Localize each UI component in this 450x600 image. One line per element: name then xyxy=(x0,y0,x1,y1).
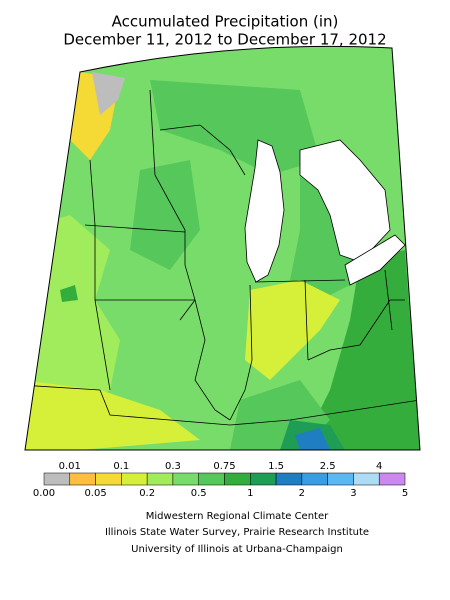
legend-label: 5 xyxy=(402,488,408,499)
credit: Illinois State Water Survey, Prairie Res… xyxy=(105,527,369,538)
legend-swatch xyxy=(95,472,122,486)
legend-label: 0.3 xyxy=(165,461,181,472)
legend-swatch xyxy=(327,472,354,486)
legend-swatch xyxy=(353,472,380,486)
legend-swatch xyxy=(250,472,277,486)
legend-label: 0.5 xyxy=(191,488,207,499)
credit: Midwestern Regional Climate Center xyxy=(146,511,329,522)
legend-label: 2 xyxy=(299,488,305,499)
legend-swatch xyxy=(69,472,96,486)
title-line: December 11, 2012 to December 17, 2012 xyxy=(63,31,386,49)
legend-label: 1 xyxy=(247,488,253,499)
legend-label: 2.5 xyxy=(320,461,336,472)
legend-swatch xyxy=(378,472,406,486)
legend-swatch xyxy=(198,472,225,486)
legend: 0.00 0.01 0.05 0.1 0.2 0.3 0.5 0.75 1 1.5 2 2.5 3 4 5 xyxy=(33,461,408,499)
legend-swatch xyxy=(172,472,199,486)
legend-label: 0.75 xyxy=(213,461,235,472)
legend-label: 0.01 xyxy=(59,461,81,472)
legend-label: 0.00 xyxy=(33,488,55,499)
precipitation-map xyxy=(25,46,420,451)
legend-label: 3 xyxy=(350,488,356,499)
legend-label: 0.05 xyxy=(84,488,106,499)
legend-swatch xyxy=(224,472,251,486)
legend-swatch xyxy=(275,472,303,486)
credit: University of Illinois at Urbana-Champai… xyxy=(131,544,343,555)
legend-label: 0.1 xyxy=(113,461,129,472)
legend-label: 4 xyxy=(376,461,382,472)
legend-label: 1.5 xyxy=(268,461,284,472)
legend-swatch xyxy=(146,472,174,486)
legend-swatch xyxy=(121,472,148,486)
map-frame xyxy=(24,45,421,451)
legend-swatch xyxy=(301,472,328,486)
legend-swatch xyxy=(43,472,71,486)
legend-label: 0.2 xyxy=(139,488,155,499)
title-line: Accumulated Precipitation (in) xyxy=(112,13,339,31)
